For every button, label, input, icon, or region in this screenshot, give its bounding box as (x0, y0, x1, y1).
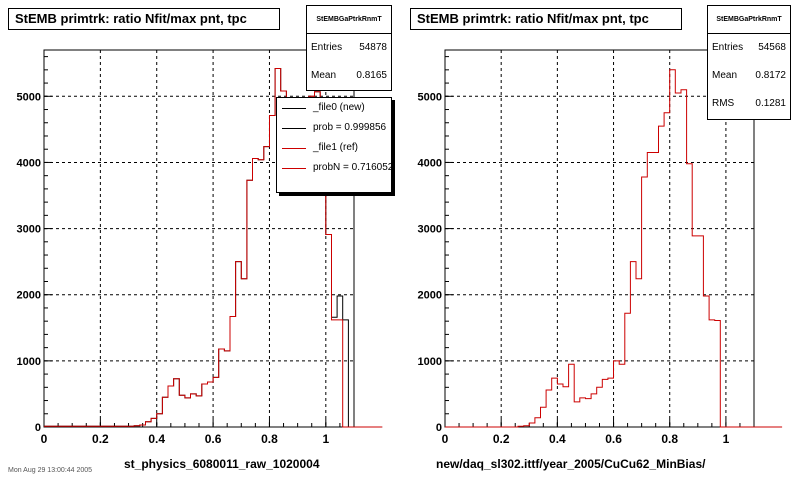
stats-label: RMS (712, 98, 735, 109)
x-tick-label: 0.8 (661, 432, 678, 446)
stats-value: 54568 (758, 42, 786, 53)
stats-label: Entries (311, 42, 343, 53)
plot-left: 0 0.2 0.4 0.6 0.8 1 0 1000 2000 3000 4000 5000 (17, 49, 383, 446)
y-tick-label: 2000 (17, 290, 41, 302)
stats-row-mean: Mean 0.8172 (708, 62, 790, 90)
stats-value: 54878 (359, 42, 387, 53)
stats-row-entries: Entries 54568 (708, 34, 790, 62)
x-tick-label: 0.2 (493, 432, 510, 446)
stats-value: 0.8165 (356, 70, 387, 81)
legend-label: probN = 0.716052 (313, 162, 392, 173)
stats-row-entries: Entries 54878 (307, 34, 391, 62)
y-tick-label: 3000 (17, 224, 41, 236)
stats-label: Entries (712, 42, 744, 53)
stats-value: 0.8172 (755, 70, 786, 81)
panel-right-x-title: new/daq_sl302.ittf/year_2005/CuCu62_MinB… (436, 457, 706, 471)
y-tick-label: 2000 (418, 290, 442, 302)
panel-left-x-title: st_physics_6080011_raw_1020004 (124, 457, 320, 471)
y-tick-label: 0 (35, 422, 41, 434)
stats-name: StEMBGaPtrkRnmT (307, 6, 391, 34)
legend-label: prob = 0.999856 (313, 122, 387, 133)
legend-label: _file0 (new) (313, 102, 365, 113)
stats-name: StEMBGaPtrkRnmT (708, 6, 790, 34)
legend-entry: prob = 0.999856 (277, 118, 391, 138)
legend-swatch (282, 108, 306, 109)
x-tick-label: 0 (41, 432, 48, 446)
legend-entry: probN = 0.716052 (277, 158, 391, 178)
stats-label: Mean (311, 70, 337, 81)
panel-left-stats-box: StEMBGaPtrkRnmT Entries 54878 Mean 0.8165 (306, 5, 392, 91)
x-tick-label: 0.6 (205, 432, 222, 446)
legend-entry: _file1 (ref) (277, 138, 391, 158)
legend-swatch (282, 168, 306, 169)
y-tick-label: 4000 (418, 157, 442, 169)
x-tick-label: 0.8 (261, 432, 278, 446)
histogram-series-primary (445, 69, 783, 428)
y-tick-label: 5000 (418, 91, 442, 103)
stats-value: 0.1281 (755, 98, 786, 109)
legend-swatch (282, 148, 306, 149)
timestamp-footnote: Mon Aug 29 13:00:44 2005 (8, 467, 93, 474)
y-tick-label: 3000 (418, 224, 442, 236)
y-tick-label: 1000 (418, 356, 442, 368)
legend-entry: _file0 (new) (277, 98, 391, 118)
stats-row-rms: RMS 0.1281 (708, 90, 790, 118)
panel-left-legend: _file0 (new) prob = 0.999856 _file1 (ref… (276, 97, 392, 193)
x-tick-label: 0.4 (549, 432, 566, 446)
y-tick-label: 1000 (17, 356, 41, 368)
x-tick-label: 0.6 (605, 432, 622, 446)
legend-label: _file1 (ref) (313, 142, 359, 153)
y-tick-label: 0 (436, 422, 442, 434)
x-tick-label: 0 (442, 432, 449, 446)
y-tick-label: 4000 (17, 157, 41, 169)
stats-label: Mean (712, 70, 738, 81)
histogram-series-secondary (44, 68, 383, 428)
legend-swatch (282, 128, 306, 129)
panel-right-title: StEMB primtrk: ratio Nfit/max pnt, tpc (410, 8, 682, 30)
panel-left-title: StEMB primtrk: ratio Nfit/max pnt, tpc (8, 8, 280, 30)
plot-right: 0 0.2 0.4 0.6 0.8 1 0 1000 2000 3000 4000 5000 (418, 49, 783, 446)
x-tick-label: 0.2 (92, 432, 109, 446)
x-tick-label: 1 (723, 432, 730, 446)
x-tick-label: 1 (322, 432, 329, 446)
x-tick-label: 0.4 (148, 432, 165, 446)
panel-right-stats-box: StEMBGaPtrkRnmT Entries 54568 Mean 0.8172 … (707, 5, 791, 120)
y-tick-label: 5000 (17, 91, 41, 103)
stats-row-mean: Mean 0.8165 (307, 62, 391, 90)
